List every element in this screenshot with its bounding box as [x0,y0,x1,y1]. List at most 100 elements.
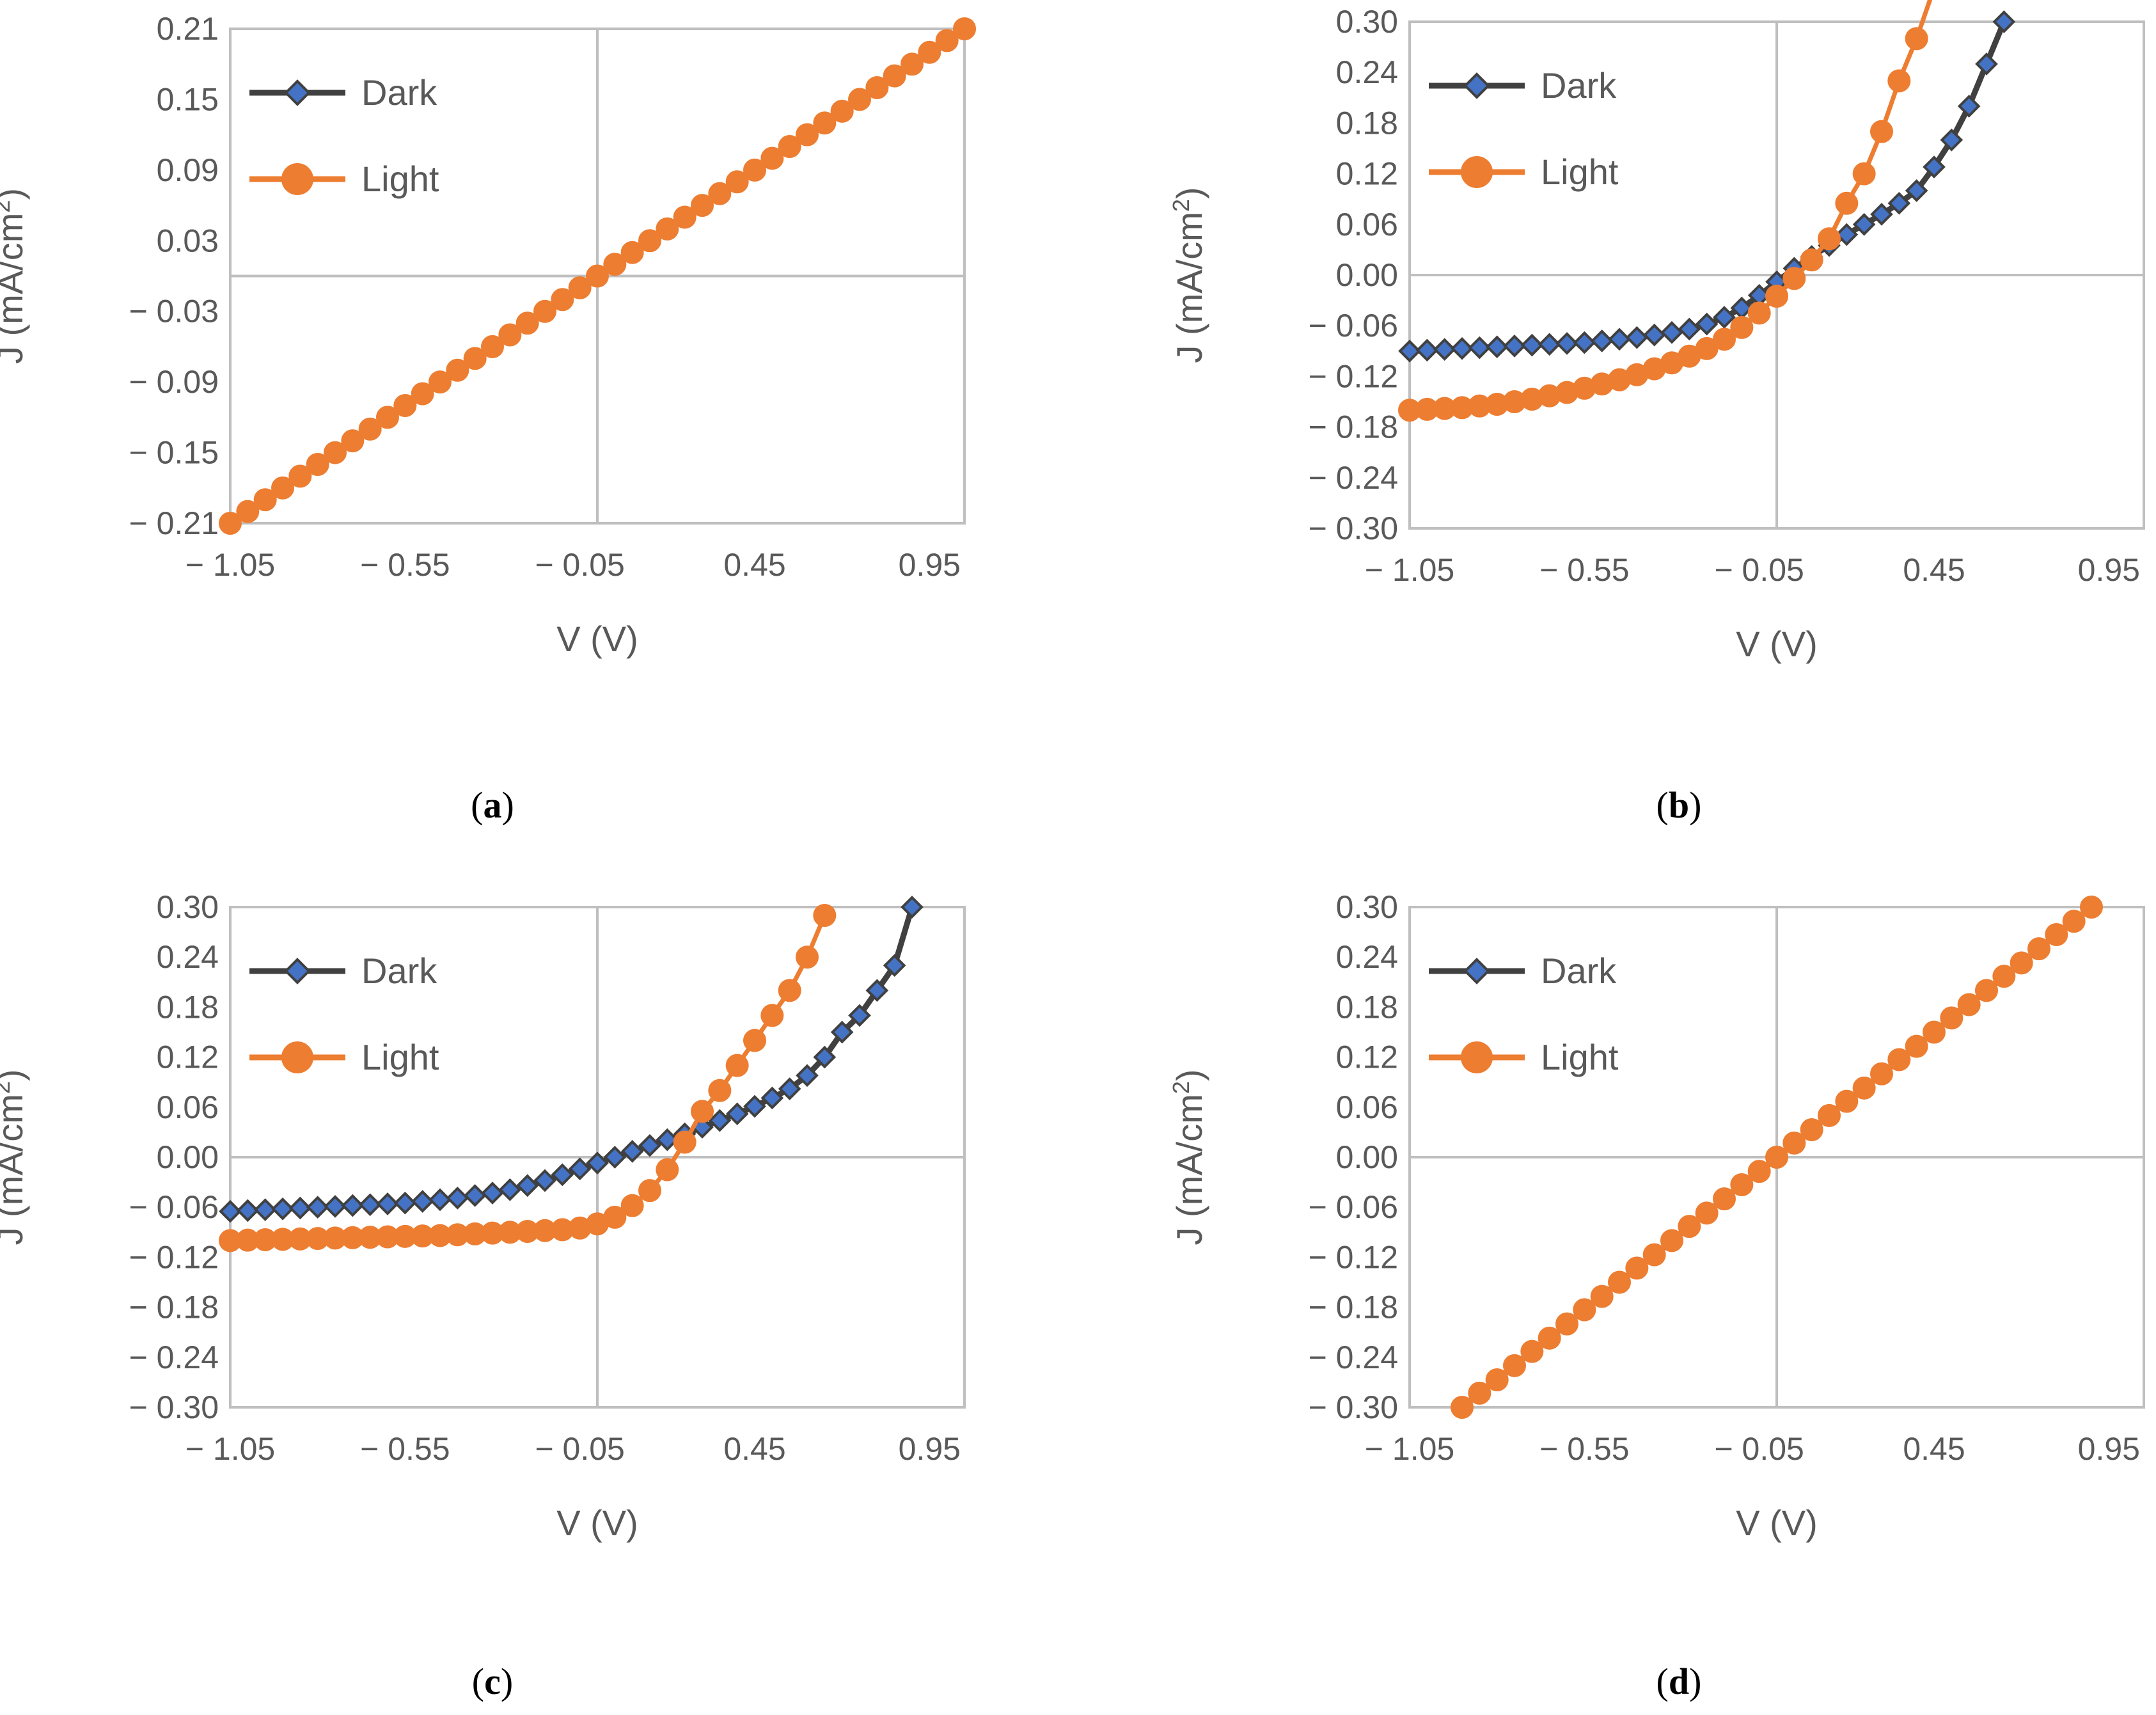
legend-marker-dark [1463,958,1490,984]
data-point [324,441,347,464]
data-point [725,170,749,194]
x-axis-title: V (V) [556,619,638,659]
data-point [219,1199,242,1223]
data-point [848,1004,871,1027]
data-point [446,1187,469,1210]
legend: Dark Light [249,72,439,199]
data-point [778,979,801,1002]
y-tick-label: 0.15 [157,81,219,117]
data-point [2027,937,2050,961]
x-tick-label: − 0.05 [1714,1431,1804,1467]
data-point [1975,979,1998,1002]
data-point [1905,1034,1928,1058]
data-point [796,1064,819,1087]
data-point [1590,1284,1614,1308]
data-point [673,205,696,229]
data-point [760,146,784,170]
panel-label-b: (b) [1656,784,1702,826]
data-point [2080,896,2103,919]
panel-label-c: (c) [471,1661,514,1702]
panel-label-d: (d) [1656,1661,1702,1702]
legend-marker-light [281,163,313,195]
data-point [1905,27,1928,51]
data-point [1992,965,2016,988]
data-point [813,1045,837,1069]
y-tick-label: − 0.06 [1309,308,1398,344]
data-point [288,1196,312,1220]
chart-panel-a: 0.21 0.15 0.09 0.03 − 0.03 − 0.09 − 0.15 − 0.21… [0,11,976,659]
data-point [376,1192,399,1215]
data-point [935,29,959,52]
data-point [673,1130,696,1154]
legend-label-dark: Dark [361,951,437,991]
data-point [1887,69,1911,93]
data-point [603,1146,627,1169]
y-tick-label: 0.18 [1336,105,1398,141]
data-point [358,1193,382,1217]
data-point [1765,1146,1788,1169]
data-point [1887,191,1911,215]
data-point [691,1100,714,1123]
y-tick-label: − 0.24 [129,1340,219,1375]
data-point [341,429,365,453]
data-point [1468,1381,1491,1405]
data-point [393,393,417,417]
data-point [1957,993,1981,1016]
data-point [1852,212,1876,236]
y-tick-label: − 0.24 [1309,1340,1398,1375]
data-point [1678,317,1701,341]
data-point [1800,248,1823,272]
y-tick-label: − 0.15 [129,435,219,471]
data-point [515,1174,539,1197]
data-point [1940,128,1963,152]
y-tick-label: − 0.06 [129,1189,219,1225]
data-point [656,217,679,241]
y-tick-label: − 0.18 [129,1290,219,1325]
data-point [1608,1270,1631,1294]
data-point [620,1194,644,1217]
data-point [1503,1354,1526,1377]
data-point [271,1197,294,1221]
data-point [1468,336,1491,360]
data-point [620,241,644,264]
data-point [586,264,609,288]
data-point [603,1205,627,1229]
data-point [830,99,854,123]
data-point [2045,923,2068,947]
y-tick-label: − 0.12 [129,1239,219,1275]
data-point [1398,339,1421,363]
data-point [253,1198,277,1221]
x-tick-label: 0.45 [723,547,785,583]
data-point [1835,1089,1859,1113]
x-tick-label: − 0.05 [535,1431,624,1467]
data-point [1660,320,1683,344]
data-point [760,1004,784,1027]
data-point [1695,312,1719,336]
y-tick-label: 0.00 [1336,1139,1398,1175]
data-point [1538,1326,1561,1350]
data-point [1975,52,1998,75]
x-axis-title: V (V) [1736,1503,1818,1543]
y-tick-label: 0.24 [157,939,219,975]
data-point [358,417,382,441]
data-point [551,1163,574,1187]
y-tick-label: − 0.30 [129,1389,219,1425]
data-point [568,1157,592,1181]
data-point [306,1196,329,1219]
data-point [568,276,592,299]
legend-label-light: Light [361,159,439,199]
data-point [1485,1368,1509,1391]
x-axis-title: V (V) [556,1503,638,1543]
data-point [376,406,399,429]
data-point [253,488,277,512]
data-point [1870,203,1893,226]
data-point [778,1077,801,1100]
legend: Dark Light [1429,951,1619,1077]
data-point [1555,332,1578,355]
series-light [219,904,837,1253]
legend-marker-light [1461,1041,1493,1073]
y-tick-label: 0.12 [1336,1039,1398,1075]
data-point [656,1128,679,1151]
data-point [1852,1076,1876,1100]
